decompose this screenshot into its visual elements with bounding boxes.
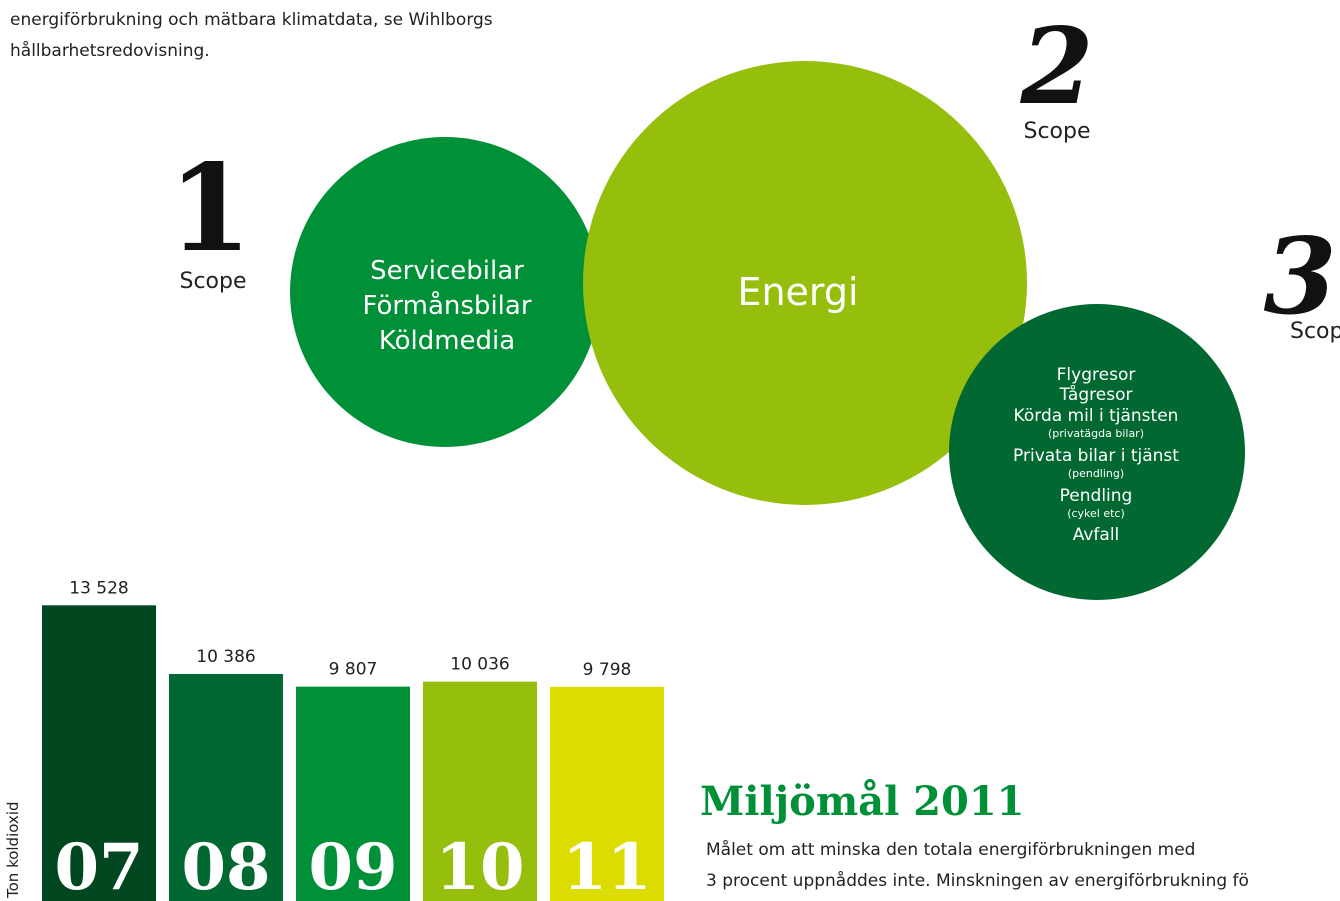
scope-note: (pendling): [1068, 467, 1124, 480]
scope-item: Privata bilar i tjänst: [1013, 446, 1179, 466]
scope-label: Scope: [179, 269, 246, 294]
scope-item: Förmånsbilar: [362, 290, 531, 321]
scope-number: 1: [168, 138, 252, 279]
y-axis-label: Ton koldioxid: [4, 801, 22, 899]
scope-item: Tågresor: [1059, 384, 1133, 405]
intro-line: energiförbrukning och mätbara klimatdata…: [10, 10, 493, 30]
category-label: 10: [435, 830, 524, 901]
value-label: 9 807: [329, 660, 378, 680]
bar: [169, 673, 283, 901]
scope-item: Pendling: [1060, 486, 1133, 506]
category-label: 08: [181, 830, 270, 901]
category-label: 07: [54, 830, 143, 901]
goal-title: Miljömål 2011: [700, 778, 1025, 825]
scope-3-circle: [949, 304, 1245, 600]
goal-line: Målet om att minska den totala energiför…: [706, 839, 1195, 860]
scope-note: (privatägda bilar): [1048, 427, 1144, 440]
scope-note: (cykel etc): [1067, 507, 1125, 520]
value-label: 10 386: [196, 647, 255, 667]
category-label: 09: [308, 830, 397, 901]
scope-number: 3: [1263, 214, 1336, 338]
scope-1-circle: [290, 137, 600, 447]
scope-3-items: Flygresor Tågresor Körda mil i tjänsten …: [1013, 365, 1179, 545]
value-label: 10 036: [450, 655, 509, 675]
goal-line: 3 procent uppnåddes inte. Minskningen av…: [706, 870, 1249, 891]
scope-item: Köldmedia: [379, 326, 515, 356]
value-label: 9 798: [583, 660, 632, 680]
scope-item: Energi: [737, 270, 858, 314]
scope-2-circle: [583, 61, 1027, 505]
bar: [550, 686, 664, 901]
scope-item: Avfall: [1073, 525, 1120, 545]
bar: [42, 605, 156, 901]
bar: [423, 681, 537, 901]
category-label: 11: [562, 830, 651, 901]
value-label: 13 528: [69, 578, 128, 598]
scope-item: Flygresor: [1057, 365, 1136, 385]
intro-line: hållbarhetsredovisning.: [10, 40, 210, 61]
scope-label: Scope: [1023, 119, 1090, 144]
scope-item: Servicebilar: [370, 256, 524, 286]
scope-item: Körda mil i tjänsten: [1014, 406, 1179, 426]
bar: [296, 686, 410, 901]
scope-label: Scope: [1290, 319, 1340, 344]
scope-number: 2: [1019, 4, 1093, 128]
